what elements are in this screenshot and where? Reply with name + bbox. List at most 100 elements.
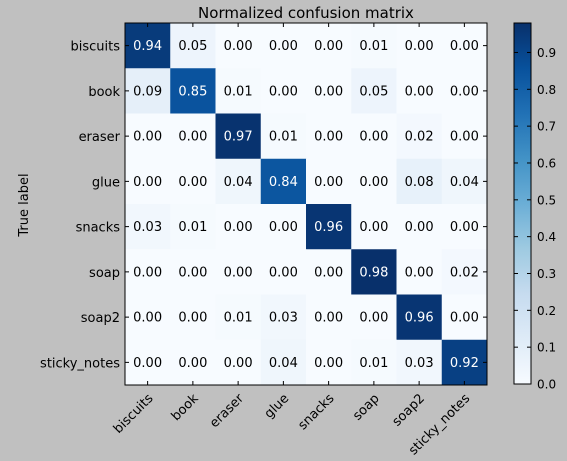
matrix-cell (260, 23, 307, 69)
cell-value-label: 0.04 (269, 356, 298, 371)
cell-value-label: 0.96 (405, 311, 434, 326)
matrix-cell-labels: 0.94 0.05 0.00 0.00 0.00 0.01 0.00 0.00 0.09 0.85… (133, 39, 479, 371)
matrix-cell (125, 249, 171, 295)
matrix-cell (125, 113, 171, 160)
cell-value-label: 0.00 (269, 265, 298, 280)
cell-value-label: 0.04 (224, 175, 253, 190)
matrix-cell (170, 68, 216, 114)
matrix-cells (124, 22, 488, 386)
matrix-cell (125, 294, 171, 341)
matrix-cell (170, 204, 216, 250)
cell-value-label: 0.00 (133, 311, 162, 326)
matrix-cell (306, 68, 352, 114)
matrix-cell (260, 113, 307, 160)
colorbar-tick-label: 0.4 (537, 230, 556, 244)
column-tick-label: snacks (295, 391, 337, 433)
matrix-cell (215, 158, 262, 205)
cell-value-label: 0.00 (314, 84, 343, 99)
matrix-cell (306, 294, 352, 341)
cell-value-label: 0.00 (314, 311, 343, 326)
matrix-cell (215, 23, 262, 69)
matrix-cell (396, 294, 443, 341)
column-tick-label: biscuits (111, 391, 157, 437)
cell-value-label: 0.01 (359, 356, 388, 371)
matrix-cell (306, 339, 352, 386)
cell-value-label: 0.00 (359, 130, 388, 145)
matrix-cell (306, 113, 352, 160)
cell-value-label: 0.92 (450, 356, 479, 371)
cell-value-label: 0.00 (314, 356, 343, 371)
cell-value-label: 0.00 (405, 39, 434, 54)
matrix-cell (351, 339, 397, 386)
y-axis-label: True label (17, 173, 32, 237)
cell-value-label: 0.00 (405, 265, 434, 280)
matrix-cell (215, 249, 262, 295)
cell-value-label: 0.01 (269, 130, 298, 145)
matrix-cell (260, 204, 307, 250)
cell-value-label: 0.00 (359, 220, 388, 235)
plot-frame (124, 22, 488, 386)
matrix-cell (125, 339, 171, 386)
cell-value-label: 0.00 (450, 39, 479, 54)
cell-value-label: 0.00 (178, 265, 207, 280)
matrix-cell (351, 158, 397, 205)
matrix-cell (441, 204, 488, 250)
colorbar-tick-label: 0.3 (537, 267, 556, 281)
cell-value-label: 0.00 (359, 175, 388, 190)
matrix-cell (170, 339, 216, 386)
cell-value-label: 0.00 (133, 356, 162, 371)
cell-value-label: 0.00 (133, 130, 162, 145)
matrix-cell (260, 339, 307, 386)
cell-value-label: 0.00 (133, 175, 162, 190)
column-tick-label: soap2 (390, 391, 428, 429)
matrix-cell (125, 68, 171, 114)
cell-value-label: 0.00 (178, 175, 207, 190)
matrix-cell (125, 158, 171, 205)
cell-value-label: 0.00 (314, 175, 343, 190)
cell-value-label: 0.00 (450, 220, 479, 235)
cell-value-label: 0.00 (224, 265, 253, 280)
matrix-cell (125, 204, 171, 250)
colorbar-tick-label: 0.5 (537, 193, 556, 207)
matrix-cell (441, 294, 488, 341)
matrix-cell (396, 158, 443, 205)
colorbar-tick-label: 0.0 (537, 378, 556, 392)
cell-value-label: 0.96 (314, 220, 343, 235)
matrix-cell (351, 23, 397, 69)
matrix-cell (441, 158, 488, 205)
cell-value-label: 0.00 (450, 84, 479, 99)
matrix-cell (215, 204, 262, 250)
cell-value-label: 0.01 (178, 220, 207, 235)
matrix-cell (396, 339, 443, 386)
chart-title: Normalized confusion matrix (198, 4, 414, 22)
cell-value-label: 0.03 (133, 220, 162, 235)
cell-value-label: 0.05 (359, 84, 388, 99)
colorbar-tick-label: 0.6 (537, 156, 556, 170)
colorbar-gradient (513, 22, 532, 385)
cell-value-label: 0.85 (178, 84, 207, 99)
matrix-cell (441, 113, 488, 160)
matrix-cell (215, 339, 262, 386)
cell-value-label: 0.04 (450, 175, 479, 190)
cell-value-label: 0.00 (359, 311, 388, 326)
matrix-cell (170, 113, 216, 160)
matrix-cell (351, 204, 397, 250)
cell-value-label: 0.03 (269, 311, 298, 326)
matrix-cell (396, 23, 443, 69)
row-tick-label: glue (92, 175, 120, 190)
column-tick-label: book (169, 391, 202, 424)
cell-value-label: 0.00 (224, 356, 253, 371)
matrix-cell (170, 294, 216, 341)
colorbar: 0.0 0.1 0.2 0.3 0.4 0.5 0.6 0.7 0.8 0.9 (513, 22, 556, 392)
cell-value-label: 0.02 (450, 265, 479, 280)
cell-value-label: 0.09 (133, 84, 162, 99)
matrix-cell (215, 68, 262, 114)
cell-value-label: 0.00 (314, 39, 343, 54)
matrix-cell (351, 249, 397, 295)
row-tick-labels: biscuits book eraser glue snacks soap soap2 sti… (40, 40, 487, 371)
matrix-cell (170, 249, 216, 295)
matrix-cell (170, 23, 216, 69)
matrix-cell (441, 249, 488, 295)
matrix-cell (351, 113, 397, 160)
